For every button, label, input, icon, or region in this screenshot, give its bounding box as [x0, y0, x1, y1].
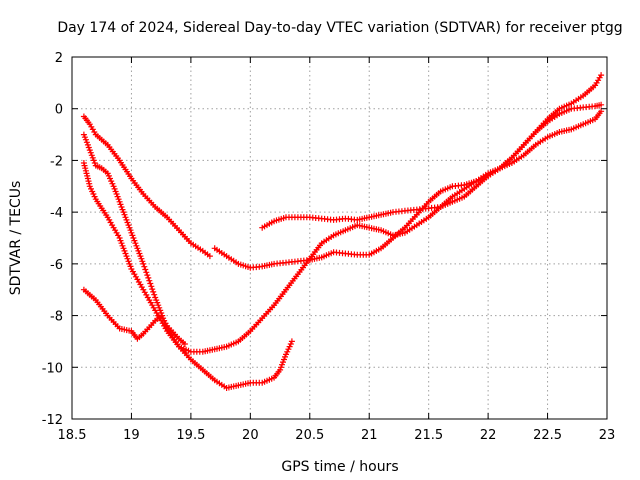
- data-point-markers: [80, 160, 295, 391]
- y-tick-label: -12: [42, 413, 63, 428]
- series-line: [83, 116, 211, 257]
- x-tick-label: 22.5: [533, 428, 562, 443]
- x-tick-label: 18.5: [58, 428, 87, 443]
- x-tick-label: 20: [242, 428, 259, 443]
- x-tick-label: 21.5: [414, 428, 443, 443]
- series-track-f: [259, 101, 605, 231]
- y-tick-label: -2: [50, 154, 63, 169]
- series-track-a: [80, 113, 213, 260]
- axis-ticks: 18.5 19 19.5 20 20.5 21 21.5 22 22.5 23-12-10-8-6…: [42, 51, 616, 443]
- data-point-markers: [211, 72, 605, 271]
- y-tick-label: -10: [42, 361, 63, 376]
- series-track-b: [80, 108, 605, 355]
- data-point-markers: [259, 101, 605, 231]
- data-series: [80, 72, 605, 391]
- series-track-d: [80, 286, 188, 347]
- series-track-e: [211, 72, 605, 271]
- y-tick-label: 2: [55, 51, 63, 66]
- y-tick-label: -8: [50, 310, 63, 325]
- x-tick-label: 23: [599, 428, 616, 443]
- x-tick-label: 20.5: [295, 428, 324, 443]
- grid: [72, 57, 607, 419]
- plot-frame: [71, 56, 608, 420]
- data-point-markers: [80, 286, 188, 347]
- y-axis-label: SDTVAR / TECUs: [8, 181, 24, 296]
- data-point-markers: [80, 113, 213, 260]
- x-axis-label: GPS time / hours: [281, 459, 398, 475]
- chart-title: Day 174 of 2024, Sidereal Day-to-day VTE…: [57, 20, 622, 36]
- y-tick-label: -4: [50, 206, 63, 221]
- x-tick-label: 19.5: [176, 428, 205, 443]
- y-tick-label: -6: [50, 258, 63, 273]
- series-line: [214, 74, 602, 269]
- x-tick-label: 19: [123, 428, 140, 443]
- x-tick-label: 21: [361, 428, 378, 443]
- y-tick-label: 0: [55, 103, 63, 118]
- series-track-c: [80, 160, 295, 391]
- x-tick-label: 22: [480, 428, 497, 443]
